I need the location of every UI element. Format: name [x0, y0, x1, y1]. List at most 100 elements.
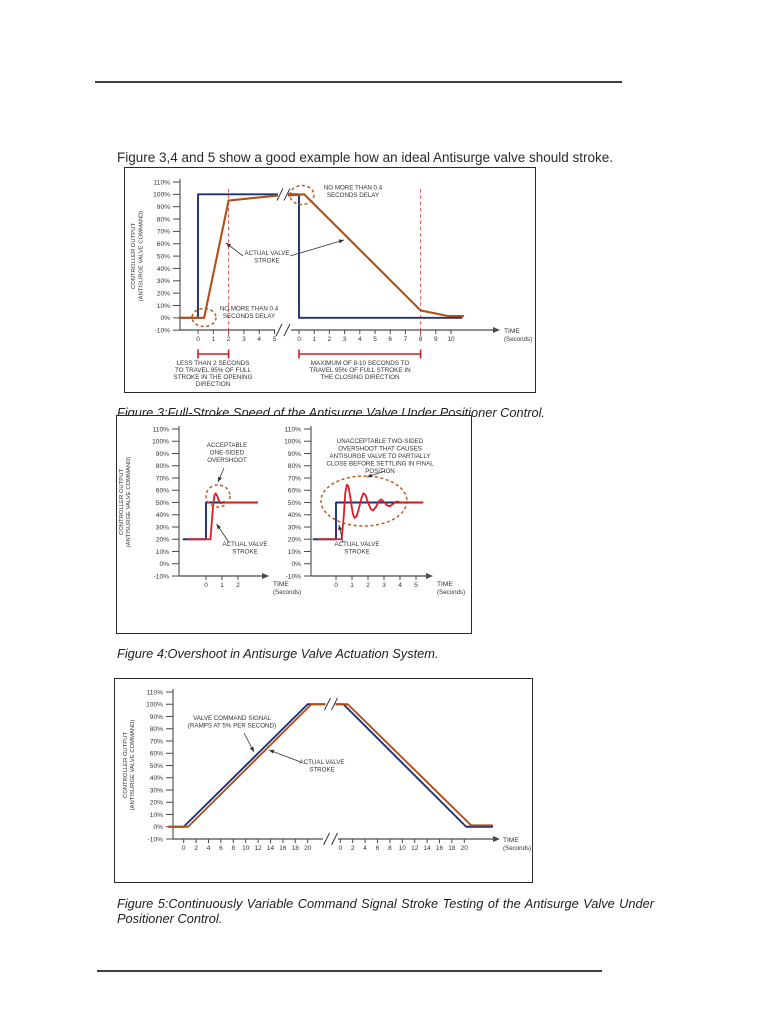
svg-text:10%: 10% — [150, 812, 163, 819]
svg-text:MAXIMUM OF 8-10 SECONDS TO: MAXIMUM OF 8-10 SECONDS TO — [311, 360, 410, 367]
svg-text:10%: 10% — [288, 549, 301, 556]
svg-text:0: 0 — [334, 582, 338, 589]
svg-text:-10%: -10% — [155, 328, 171, 335]
svg-text:90%: 90% — [150, 714, 163, 721]
svg-text:10: 10 — [447, 336, 455, 343]
svg-text:(Seconds): (Seconds) — [504, 336, 532, 343]
svg-text:2: 2 — [366, 582, 370, 589]
svg-text:1: 1 — [350, 582, 354, 589]
svg-text:4: 4 — [398, 582, 402, 589]
svg-text:20%: 20% — [288, 537, 301, 544]
svg-text:20: 20 — [304, 845, 312, 852]
figure4-caption: Figure 4:Overshoot in Antisurge Valve Ac… — [117, 645, 439, 661]
svg-text:-10%: -10% — [148, 836, 164, 843]
svg-text:14: 14 — [267, 845, 275, 852]
svg-text:6: 6 — [219, 845, 223, 852]
svg-text:CONTROLLER OUTPUT: CONTROLLER OUTPUT — [123, 732, 129, 799]
svg-text:STROKE: STROKE — [232, 549, 257, 556]
svg-text:5: 5 — [414, 582, 418, 589]
svg-text:18: 18 — [448, 845, 456, 852]
svg-text:OVERSHOOT: OVERSHOOT — [207, 457, 247, 464]
svg-text:80%: 80% — [150, 726, 163, 733]
svg-text:5: 5 — [373, 336, 377, 343]
svg-text:THE CLOSING DIRECTION: THE CLOSING DIRECTION — [320, 374, 400, 381]
svg-text:3: 3 — [343, 336, 347, 343]
svg-text:-10%: -10% — [286, 573, 302, 580]
svg-text:4: 4 — [363, 845, 367, 852]
svg-text:0%: 0% — [291, 561, 301, 568]
svg-text:80%: 80% — [288, 463, 301, 470]
svg-text:20%: 20% — [156, 537, 169, 544]
svg-text:30%: 30% — [288, 524, 301, 531]
svg-text:NO MORE THAN 0.4: NO MORE THAN 0.4 — [220, 306, 279, 313]
svg-text:10%: 10% — [156, 549, 169, 556]
svg-text:100%: 100% — [152, 439, 169, 446]
svg-text:(RAMPS AT 5% PER SECOND): (RAMPS AT 5% PER SECOND) — [188, 723, 276, 730]
svg-text:0: 0 — [182, 845, 186, 852]
svg-text:100%: 100% — [284, 439, 301, 446]
svg-text:4: 4 — [207, 845, 211, 852]
svg-text:0: 0 — [204, 582, 208, 589]
svg-text:8: 8 — [388, 845, 392, 852]
svg-text:70%: 70% — [157, 229, 170, 236]
svg-text:2: 2 — [328, 336, 332, 343]
svg-text:ACTUAL VALVE: ACTUAL VALVE — [245, 250, 290, 257]
svg-text:1: 1 — [211, 336, 215, 343]
figure5-caption: Figure 5:Continuously Variable Command S… — [117, 895, 654, 926]
svg-text:3: 3 — [382, 582, 386, 589]
svg-text:CONTROLLER OUTPUT: CONTROLLER OUTPUT — [119, 469, 125, 536]
svg-text:ONE-SIDED: ONE-SIDED — [210, 450, 245, 457]
svg-text:0%: 0% — [160, 315, 170, 322]
svg-text:ACTUAL VALVE: ACTUAL VALVE — [300, 759, 345, 766]
svg-text:20: 20 — [461, 845, 469, 852]
svg-text:10: 10 — [242, 845, 250, 852]
svg-text:20%: 20% — [150, 800, 163, 807]
svg-text:70%: 70% — [150, 738, 163, 745]
svg-text:100%: 100% — [146, 702, 163, 709]
top-divider — [95, 81, 622, 83]
svg-text:4: 4 — [257, 336, 261, 343]
figure5-box: CONTROLLER OUTPUT (ANTISURGE VALVE COMMAN… — [114, 678, 533, 883]
svg-text:CONTROLLER OUTPUT: CONTROLLER OUTPUT — [131, 223, 137, 290]
svg-text:30%: 30% — [150, 787, 163, 794]
svg-text:0: 0 — [338, 845, 342, 852]
svg-text:10%: 10% — [157, 303, 170, 310]
svg-text:DIRECTION: DIRECTION — [196, 381, 231, 388]
svg-text:CLOSE BEFORE SETTLING IN FINAL: CLOSE BEFORE SETTLING IN FINAL — [326, 461, 434, 468]
svg-text:VALVE COMMAND SIGNAL: VALVE COMMAND SIGNAL — [193, 715, 271, 722]
svg-text:TIME: TIME — [273, 581, 289, 588]
svg-text:TO TRAVEL 95% OF FULL: TO TRAVEL 95% OF FULL — [175, 367, 252, 374]
svg-text:7: 7 — [404, 336, 408, 343]
svg-text:30%: 30% — [157, 278, 170, 285]
svg-text:50%: 50% — [150, 763, 163, 770]
svg-text:STROKE: STROKE — [344, 549, 369, 556]
svg-text:3: 3 — [242, 336, 246, 343]
svg-text:TIME: TIME — [437, 581, 453, 588]
svg-text:4: 4 — [358, 336, 362, 343]
svg-text:NO MORE THAN 0.4: NO MORE THAN 0.4 — [324, 185, 383, 192]
figure5-chart: CONTROLLER OUTPUT (ANTISURGE VALVE COMMAN… — [123, 689, 531, 852]
svg-text:110%: 110% — [285, 426, 302, 433]
svg-text:6: 6 — [388, 336, 392, 343]
svg-text:2: 2 — [236, 582, 240, 589]
svg-text:60%: 60% — [150, 751, 163, 758]
svg-text:90%: 90% — [157, 204, 170, 211]
svg-text:70%: 70% — [288, 475, 301, 482]
svg-text:1: 1 — [220, 582, 224, 589]
intro-text: Figure 3,4 and 5 show a good example how… — [117, 149, 614, 165]
svg-text:TRAVEL 95% OF FULL STROKE IN: TRAVEL 95% OF FULL STROKE IN — [309, 367, 411, 374]
svg-text:60%: 60% — [157, 241, 170, 248]
svg-text:STROKE: STROKE — [254, 257, 279, 264]
svg-text:LESS THAN 2 SECONDS: LESS THAN 2 SECONDS — [176, 360, 249, 367]
svg-text:(Seconds): (Seconds) — [273, 589, 301, 596]
svg-text:6: 6 — [376, 845, 380, 852]
svg-text:(ANTISURGE VALVE COMMAND): (ANTISURGE VALVE COMMAND) — [126, 457, 132, 548]
bottom-divider — [97, 970, 602, 973]
svg-text:UNACCEPTABLE TWO-SIDED: UNACCEPTABLE TWO-SIDED — [337, 438, 424, 445]
svg-text:0%: 0% — [159, 561, 169, 568]
svg-text:-10%: -10% — [154, 573, 170, 580]
svg-text:50%: 50% — [157, 253, 170, 260]
svg-text:8: 8 — [419, 336, 423, 343]
svg-text:(ANTISURGE VALVE COMMAND): (ANTISURGE VALVE COMMAND) — [139, 211, 145, 302]
